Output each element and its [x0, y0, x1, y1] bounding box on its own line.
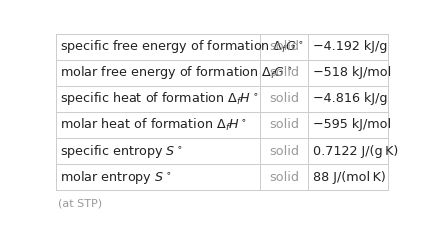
Text: solid: solid [269, 92, 299, 105]
Text: 0.7122 J/(g K): 0.7122 J/(g K) [312, 144, 398, 158]
Text: molar entropy $S^\circ$: molar entropy $S^\circ$ [60, 169, 172, 186]
Text: −4.192 kJ/g: −4.192 kJ/g [312, 40, 387, 53]
Text: −4.816 kJ/g: −4.816 kJ/g [312, 92, 387, 105]
Text: molar free energy of formation $\Delta_f G^\circ$: molar free energy of formation $\Delta_f… [60, 64, 293, 81]
Text: molar heat of formation $\Delta_f H^\circ$: molar heat of formation $\Delta_f H^\cir… [60, 117, 247, 133]
Text: −595 kJ/mol: −595 kJ/mol [312, 118, 391, 131]
Text: solid: solid [269, 66, 299, 79]
Text: solid: solid [269, 40, 299, 53]
Text: specific free energy of formation $\Delta_f G^\circ$: specific free energy of formation $\Delt… [60, 38, 304, 55]
Text: specific heat of formation $\Delta_f H^\circ$: specific heat of formation $\Delta_f H^\… [60, 90, 259, 107]
Text: −518 kJ/mol: −518 kJ/mol [312, 66, 391, 79]
Text: (at STP): (at STP) [58, 198, 102, 208]
Text: solid: solid [269, 144, 299, 158]
Text: 88 J/(mol K): 88 J/(mol K) [312, 171, 385, 184]
Text: solid: solid [269, 118, 299, 131]
Text: solid: solid [269, 171, 299, 184]
Text: specific entropy $S^\circ$: specific entropy $S^\circ$ [60, 143, 183, 160]
